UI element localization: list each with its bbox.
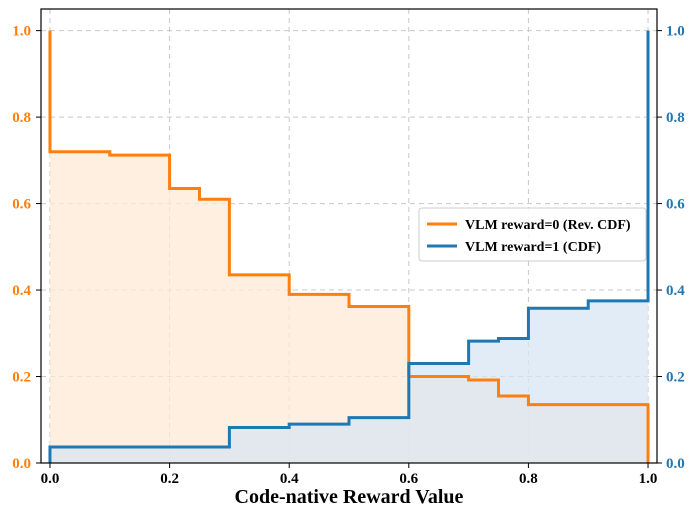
x-tick-label-2: 0.4	[280, 471, 299, 487]
x-tick-label-0: 0.0	[41, 471, 60, 487]
series-fill-1	[49, 30, 649, 464]
right-y-axis-ticks: 0.0 0.2 0.4 0.6 0.8 1.0	[657, 24, 685, 472]
legend-label-reward0: VLM reward=0 (Rev. CDF)	[465, 218, 631, 233]
legend-box	[418, 207, 647, 262]
x-tick-label-5: 1.0	[639, 471, 658, 487]
x-tick-label-1: 0.2	[160, 471, 179, 487]
right-y-tick-label-4: 0.8	[666, 110, 685, 126]
left-y-tick-label-0: 0.0	[12, 456, 31, 472]
right-y-tick-label-5: 1.0	[666, 24, 685, 40]
x-tick-label-4: 0.8	[519, 471, 538, 487]
legend: VLM reward=0 (Rev. CDF) VLM reward=1 (CD…	[418, 207, 647, 262]
series-line-0	[48, 30, 650, 463]
left-y-tick-label-1: 0.2	[12, 370, 31, 386]
left-y-tick-label-5: 1.0	[12, 24, 31, 40]
right-y-tick-label-2: 0.4	[666, 283, 685, 299]
legend-label-reward1: VLM reward=1 (CDF)	[465, 240, 601, 255]
plot-frame	[40, 8, 658, 464]
left-y-tick-label-4: 0.8	[12, 110, 31, 126]
x-tick-label-3: 0.6	[399, 471, 418, 487]
fill-areas	[49, 30, 649, 464]
x-axis-label: Code-native Reward Value	[235, 486, 464, 508]
series-line-1	[48, 30, 650, 463]
left-y-tick-label-2: 0.4	[12, 283, 31, 299]
series-fill-0	[49, 30, 649, 464]
x-axis-ticks: 0.0 0.2 0.4 0.6 0.8 1.0	[41, 463, 658, 487]
series-lines	[48, 30, 650, 463]
left-y-tick-label-3: 0.6	[12, 197, 31, 213]
right-y-tick-label-0: 0.0	[666, 456, 685, 472]
right-y-tick-label-1: 0.2	[666, 370, 685, 386]
right-y-tick-label-3: 0.6	[666, 197, 685, 213]
left-y-axis-ticks: 0.0 0.2 0.4 0.6 0.8 1.0	[12, 24, 41, 472]
